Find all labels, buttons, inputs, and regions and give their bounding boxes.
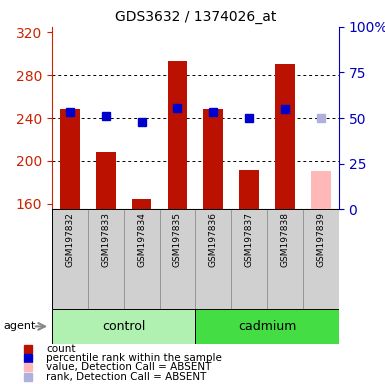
Text: value, Detection Call = ABSENT: value, Detection Call = ABSENT [46,362,212,372]
Bar [132,199,151,209]
Text: GSM197833: GSM197833 [101,212,110,267]
Bar [231,209,267,309]
Bar [88,209,124,309]
Text: percentile rank within the sample: percentile rank within the sample [46,353,222,363]
Bar [275,65,295,209]
Text: agent: agent [3,321,35,331]
Bar [52,309,195,344]
Text: GSM197836: GSM197836 [209,212,218,267]
Text: count: count [46,344,76,354]
Bar [303,209,339,309]
Text: GSM197839: GSM197839 [316,212,325,267]
Bar [159,209,196,309]
Bar [52,209,88,309]
Text: GSM197834: GSM197834 [137,212,146,267]
Bar [195,209,231,309]
Bar [311,170,331,209]
Text: GSM197832: GSM197832 [65,212,74,267]
Title: GDS3632 / 1374026_at: GDS3632 / 1374026_at [115,10,276,25]
Bar [239,170,259,209]
Text: control: control [102,320,146,333]
Bar [60,109,80,209]
Bar [203,109,223,209]
Text: cadmium: cadmium [238,320,296,333]
Bar [195,309,339,344]
Text: GSM197835: GSM197835 [173,212,182,267]
Bar [124,209,159,309]
Text: GSM197838: GSM197838 [281,212,290,267]
Bar [96,152,115,209]
Text: GSM197837: GSM197837 [244,212,254,267]
Bar [267,209,303,309]
Text: rank, Detection Call = ABSENT: rank, Detection Call = ABSENT [46,372,207,382]
Bar [167,61,187,209]
